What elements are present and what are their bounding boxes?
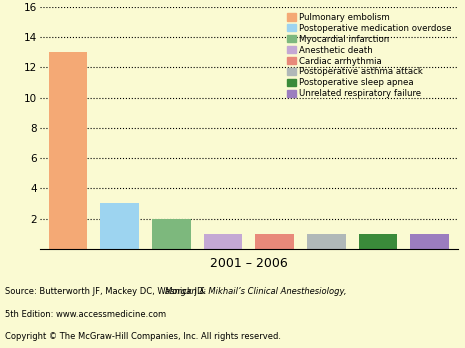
- Bar: [152, 219, 191, 249]
- Text: Morgan & Mikhail’s Clinical Anesthesiology,: Morgan & Mikhail’s Clinical Anesthesiolo…: [165, 287, 346, 296]
- Bar: [410, 234, 449, 249]
- Legend: Pulmonary embolism, Postoperative medication overdose, Myocardial infarction, An: Pulmonary embolism, Postoperative medica…: [286, 11, 454, 100]
- X-axis label: 2001 – 2006: 2001 – 2006: [210, 257, 288, 270]
- Text: 5th Edition: www.accessmedicine.com: 5th Edition: www.accessmedicine.com: [5, 310, 166, 319]
- Text: Copyright © The McGraw-Hill Companies, Inc. All rights reserved.: Copyright © The McGraw-Hill Companies, I…: [5, 332, 281, 341]
- Bar: [359, 234, 397, 249]
- Bar: [48, 52, 87, 249]
- Text: Source: Butterworth JF, Mackey DC, Wasnick JD:: Source: Butterworth JF, Mackey DC, Wasni…: [5, 287, 208, 296]
- Bar: [100, 204, 139, 249]
- Bar: [307, 234, 345, 249]
- Bar: [204, 234, 242, 249]
- Bar: [255, 234, 294, 249]
